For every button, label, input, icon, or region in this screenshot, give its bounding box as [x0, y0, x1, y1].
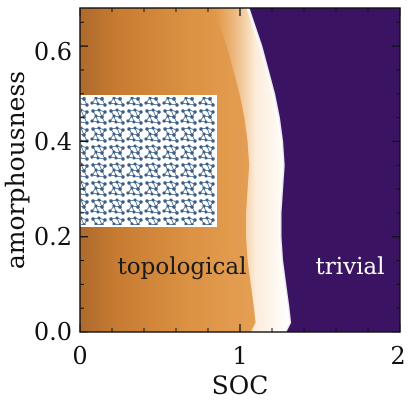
- heatmap-area: [80, 8, 400, 332]
- y-axis-title: amorphousness: [1, 71, 30, 269]
- inset-lattice-image: [79, 95, 217, 227]
- x-axis-title: SOC: [212, 371, 269, 400]
- x-tick-label-1: 1: [232, 342, 247, 370]
- trivial-label: trivial: [315, 254, 384, 280]
- phase-boundary-band: [214, 8, 290, 332]
- y-tick-label-2: 0.4: [34, 128, 72, 156]
- phase-boundary-line: [246, 8, 292, 332]
- axis-ticks: [79, 8, 401, 333]
- x-tick-label-0: 0: [72, 342, 87, 370]
- inset-lattice: [79, 95, 217, 227]
- trivial-phase-region: [248, 8, 400, 332]
- x-tick-label-2: 2: [390, 342, 405, 370]
- y-tick-label-0: 0.0: [34, 318, 72, 346]
- y-tick-label-3: 0.6: [34, 38, 72, 66]
- topological-label: topological: [118, 254, 247, 280]
- y-tick-label-1: 0.2: [34, 223, 72, 251]
